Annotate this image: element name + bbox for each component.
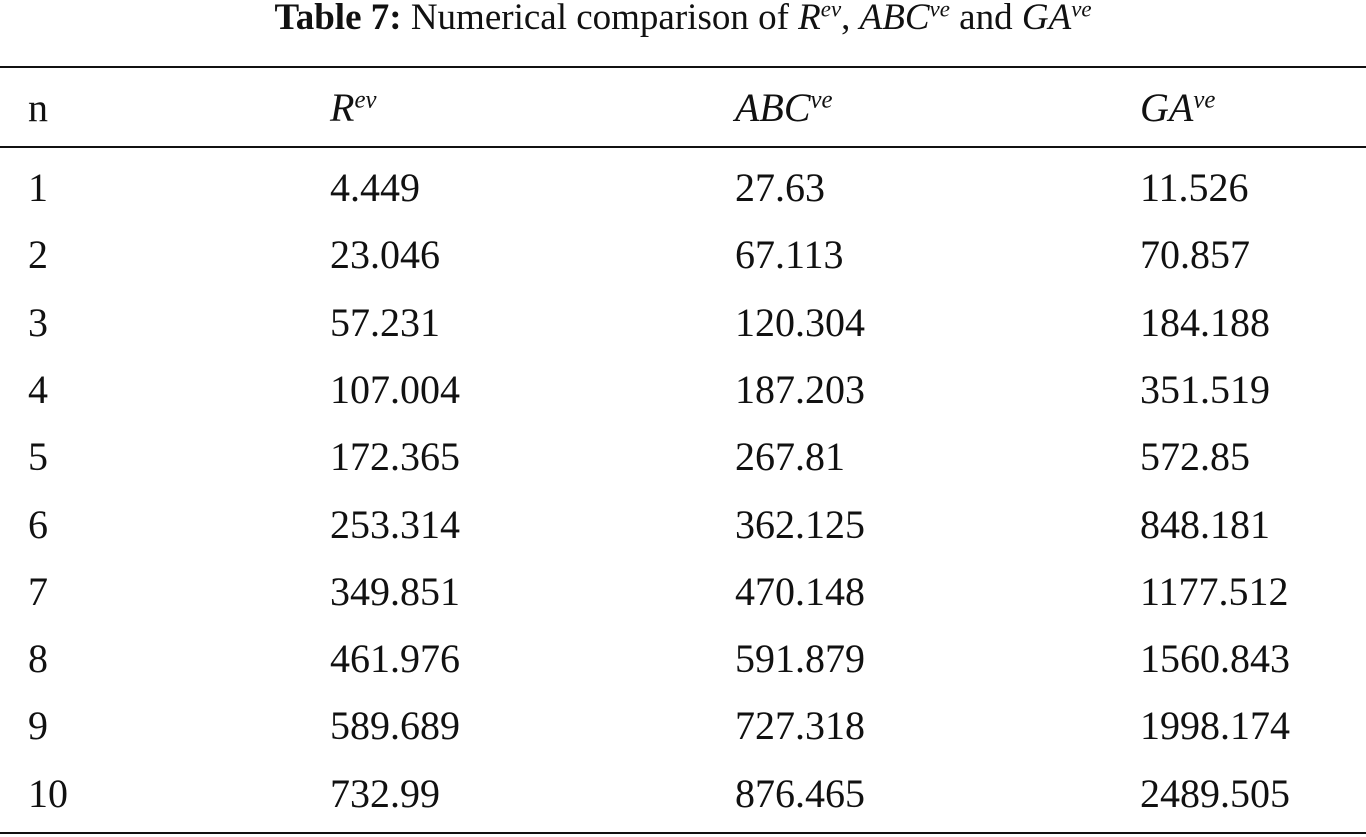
term: ABCve — [735, 85, 833, 130]
table-cell: 27.63 — [735, 165, 825, 210]
table-cell: 4 — [28, 366, 48, 412]
term-sup: ve — [810, 86, 833, 114]
table-cell: 351.519 — [1140, 366, 1270, 412]
table-cell: 5 — [28, 434, 48, 480]
header-cell: n — [28, 85, 48, 130]
term-base: GA — [1140, 85, 1194, 130]
term-base: ABC — [859, 0, 930, 38]
table-cell: 267.81 — [735, 434, 845, 480]
header-rule — [0, 146, 1366, 148]
table-cell: 1177.512 — [1140, 568, 1289, 614]
term: GAve — [1022, 0, 1092, 38]
table-cell: 732.99 — [330, 770, 440, 816]
term-sup: ve — [929, 0, 950, 22]
term-base: GA — [1021, 0, 1072, 38]
table-cell: 187.203 — [735, 366, 865, 412]
top-rule — [0, 66, 1366, 68]
table-cell: 6 — [28, 501, 48, 547]
header-cell: ABCve — [735, 84, 833, 132]
caption: Table 7: Numerical comparison of Rev, AB… — [0, 0, 1366, 40]
header-cell: GAve — [1140, 84, 1215, 132]
table-cell: 589.689 — [330, 703, 460, 749]
term: GAve — [1140, 85, 1215, 130]
table-cell: 4.449 — [330, 165, 420, 210]
table-cell: 172.365 — [330, 434, 460, 480]
table-cell: 727.318 — [735, 703, 865, 749]
table-cell: 349.851 — [330, 568, 460, 614]
caption-text: Numerical comparison of — [410, 0, 789, 38]
term: ABCve — [860, 0, 950, 38]
table-cell: 9 — [28, 703, 48, 749]
table-cell: 107.004 — [330, 366, 460, 412]
term-base: ABC — [735, 85, 811, 130]
term-sup: ve — [1193, 86, 1216, 114]
term-base: R — [330, 85, 355, 130]
table-cell: 67.113 — [735, 232, 844, 278]
table-cell: 2489.505 — [1140, 770, 1290, 816]
table-cell: 362.125 — [735, 501, 865, 547]
caption-label: Table 7: — [274, 0, 402, 38]
table-cell: 591.879 — [735, 636, 865, 682]
term-base: R — [798, 0, 821, 38]
separator: and — [959, 0, 1013, 38]
term-sup: ev — [354, 86, 377, 114]
table-cell: 2 — [28, 232, 48, 278]
table-cell: 57.231 — [330, 299, 440, 345]
header-cell: Rev — [330, 84, 376, 132]
term-sup: ve — [1071, 0, 1092, 22]
table-cell: 1998.174 — [1140, 703, 1290, 749]
table-cell: 23.046 — [330, 232, 440, 278]
table-cell: 70.857 — [1140, 232, 1250, 278]
table-cell: 1560.843 — [1140, 636, 1290, 682]
table-cell: 7 — [28, 568, 48, 614]
table-cell: 10 — [28, 770, 68, 816]
term: Rev — [798, 0, 841, 38]
table-cell: 120.304 — [735, 299, 865, 345]
bottom-rule — [0, 832, 1366, 834]
table-cell: 8 — [28, 636, 48, 682]
table-cell: 848.181 — [1140, 501, 1270, 547]
table-cell: 572.85 — [1140, 434, 1250, 480]
table-cell: 876.465 — [735, 770, 865, 816]
table-cell: 461.976 — [330, 636, 460, 682]
term-sup: ev — [820, 0, 842, 22]
term: Rev — [330, 85, 376, 130]
table-cell: 1 — [28, 165, 48, 210]
table-cell: 184.188 — [1140, 299, 1270, 345]
table-cell: 11.526 — [1140, 165, 1249, 210]
table-cell: 3 — [28, 299, 48, 345]
table-cell: 470.148 — [735, 568, 865, 614]
separator: , — [841, 0, 851, 38]
table-cell: 253.314 — [330, 501, 460, 547]
